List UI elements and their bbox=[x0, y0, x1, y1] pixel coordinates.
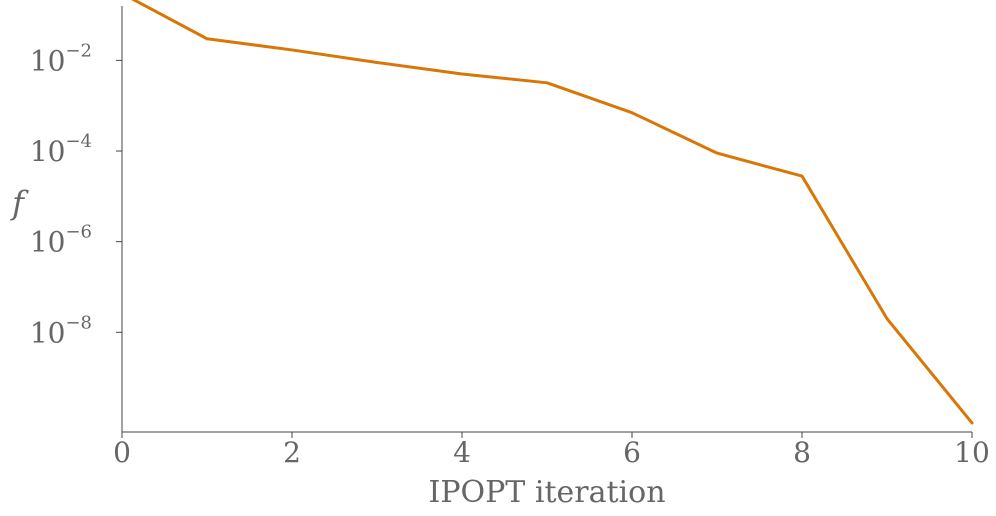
axis-labels: IPOPT iteration f bbox=[10, 184, 665, 510]
x-axis-label: IPOPT iteration bbox=[428, 475, 665, 510]
x-tick-label: 10 bbox=[954, 436, 990, 469]
series-line bbox=[131, 0, 974, 425]
axis-ticks: 0 2 4 6 8 10 10−2 10−4 10−6 10−8 bbox=[30, 40, 990, 469]
x-tick-label: 6 bbox=[623, 436, 641, 469]
y-axis-label: f bbox=[10, 184, 29, 222]
x-tick-label: 0 bbox=[113, 436, 131, 469]
y-tick-label: 10−6 bbox=[30, 222, 92, 259]
x-tick-label: 4 bbox=[453, 436, 471, 469]
y-tick-label: 10−2 bbox=[30, 40, 92, 77]
y-tick-label: 10−8 bbox=[30, 312, 92, 349]
x-tick-label: 8 bbox=[793, 436, 811, 469]
series-group bbox=[131, 0, 974, 425]
y-tick-label: 10−4 bbox=[30, 131, 92, 168]
x-tick-label: 2 bbox=[283, 436, 301, 469]
axes bbox=[121, 6, 972, 433]
